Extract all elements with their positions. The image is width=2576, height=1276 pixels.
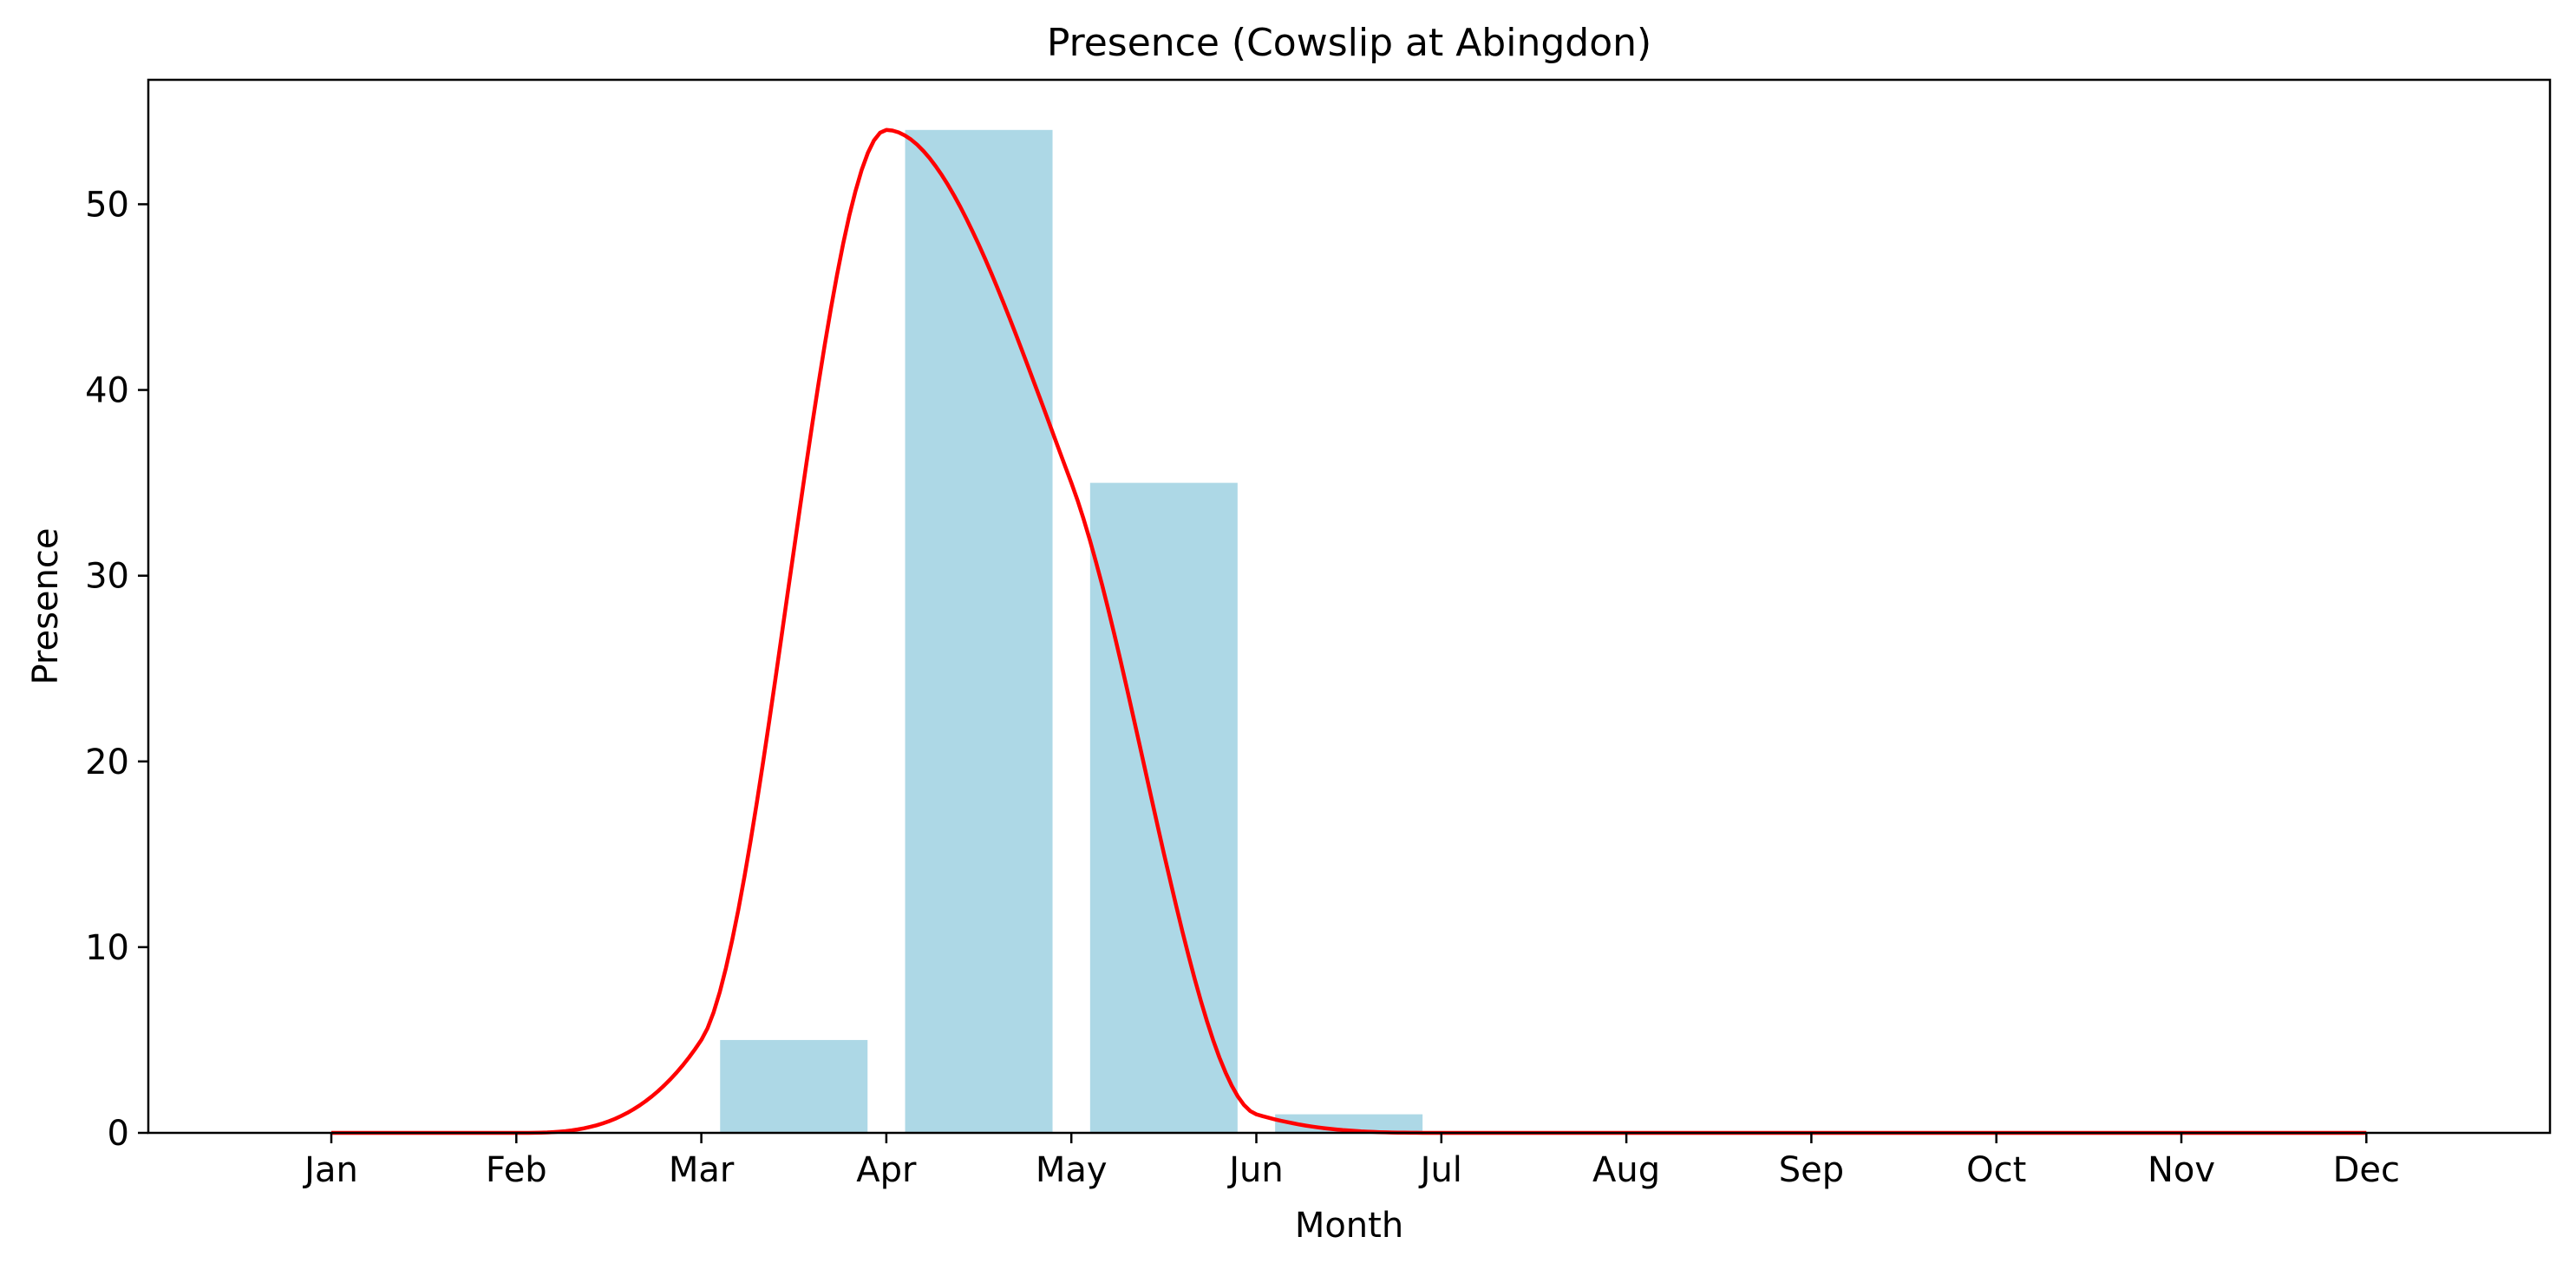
x-tick-label-may: May — [1036, 1150, 1108, 1190]
y-tick-label-30: 30 — [85, 557, 129, 597]
x-tick-label-feb: Feb — [486, 1150, 547, 1190]
y-tick-label-40: 40 — [85, 371, 129, 411]
x-tick-label-apr: Apr — [856, 1150, 917, 1190]
x-tick-label-aug: Aug — [1592, 1150, 1660, 1190]
y-tick-label-50: 50 — [85, 185, 129, 225]
bars-layer — [720, 129, 1423, 1133]
bar-mar — [720, 1039, 868, 1133]
y-axis-label: Presence — [26, 528, 66, 685]
y-tick-label-20: 20 — [85, 743, 129, 782]
x-tick-label-dec: Dec — [2333, 1150, 2400, 1190]
bar-may — [1089, 482, 1238, 1133]
x-tick-label-mar: Mar — [669, 1150, 735, 1190]
x-axis-label: Month — [1295, 1206, 1403, 1246]
x-tick-label-oct: Oct — [1966, 1150, 2026, 1190]
x-tick-label-sep: Sep — [1779, 1150, 1844, 1190]
plot-frame — [147, 78, 2552, 1135]
x-axis-ticks: Jan Feb Mar Apr May Jun Jul Aug Sep Oct Nov Dec — [302, 1133, 2400, 1190]
x-tick-label-jan: Jan — [302, 1150, 358, 1190]
x-tick-label-jun: Jun — [1226, 1150, 1284, 1190]
bar-apr — [905, 129, 1053, 1133]
y-tick-label-10: 10 — [85, 928, 129, 968]
y-axis-ticks: 0 10 20 30 40 50 — [85, 185, 148, 1154]
x-tick-label-nov: Nov — [2148, 1150, 2215, 1190]
x-tick-label-jul: Jul — [1418, 1150, 1462, 1190]
y-tick-label-0: 0 — [108, 1114, 129, 1154]
chart-title: Presence (Cowslip at Abingdon) — [1047, 21, 1651, 65]
